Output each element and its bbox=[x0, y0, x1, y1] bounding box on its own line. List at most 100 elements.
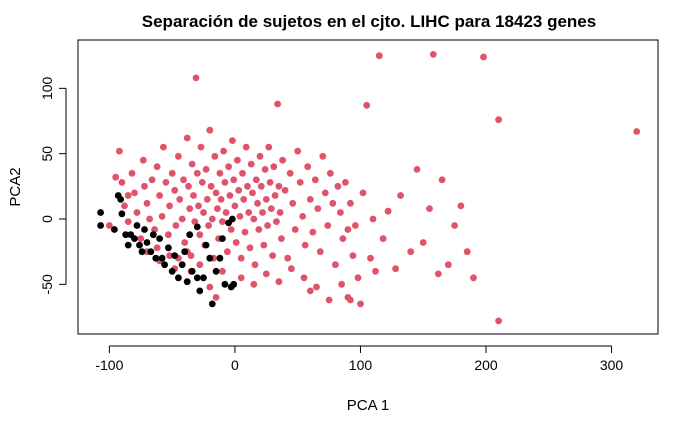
data-point bbox=[171, 186, 179, 194]
data-point bbox=[137, 235, 145, 243]
data-point bbox=[158, 213, 166, 220]
data-point bbox=[267, 205, 275, 213]
data-point bbox=[296, 179, 304, 186]
data-point bbox=[165, 231, 172, 239]
data-point bbox=[334, 182, 342, 190]
data-point bbox=[470, 274, 477, 282]
data-point bbox=[188, 160, 196, 168]
x-tick-label: 200 bbox=[474, 357, 498, 373]
data-point bbox=[332, 261, 339, 269]
data-point bbox=[324, 222, 332, 229]
data-point bbox=[166, 202, 174, 210]
x-tick-label: 0 bbox=[231, 357, 239, 373]
data-point bbox=[495, 116, 502, 124]
data-point bbox=[200, 209, 207, 216]
data-point bbox=[245, 209, 253, 216]
data-point bbox=[116, 147, 123, 155]
data-point bbox=[128, 169, 136, 177]
data-point bbox=[232, 239, 240, 246]
data-point bbox=[329, 199, 337, 207]
data-point bbox=[344, 226, 352, 233]
data-point bbox=[143, 239, 151, 246]
data-point bbox=[206, 254, 214, 262]
data-point bbox=[152, 254, 160, 262]
data-point bbox=[196, 231, 204, 239]
data-point bbox=[212, 189, 220, 197]
points-layer bbox=[97, 51, 641, 325]
data-point bbox=[325, 296, 333, 304]
data-point bbox=[237, 254, 245, 262]
data-point bbox=[205, 222, 213, 229]
data-point bbox=[321, 189, 329, 197]
x-tick-label: -100 bbox=[95, 357, 123, 373]
data-point bbox=[214, 205, 221, 213]
data-point bbox=[273, 218, 280, 226]
x-tick-label: 300 bbox=[600, 357, 624, 373]
data-point bbox=[375, 52, 383, 60]
data-point bbox=[264, 222, 271, 229]
data-point bbox=[106, 222, 113, 229]
data-point bbox=[239, 169, 246, 177]
data-point bbox=[419, 239, 427, 246]
data-point bbox=[314, 205, 322, 213]
data-point bbox=[212, 267, 220, 275]
data-point bbox=[180, 176, 187, 184]
data-point bbox=[379, 235, 387, 243]
data-point bbox=[175, 274, 182, 282]
data-point bbox=[219, 267, 226, 275]
data-point bbox=[112, 173, 120, 181]
data-point bbox=[338, 280, 345, 288]
data-point bbox=[384, 207, 392, 215]
data-point bbox=[279, 156, 286, 164]
data-point bbox=[250, 280, 258, 288]
data-point bbox=[229, 215, 236, 223]
data-point bbox=[347, 296, 354, 304]
data-point bbox=[234, 156, 241, 164]
data-point bbox=[463, 248, 471, 256]
data-point bbox=[242, 143, 250, 151]
data-point bbox=[222, 209, 230, 216]
data-point bbox=[289, 199, 297, 207]
data-point bbox=[216, 254, 224, 262]
data-point bbox=[357, 300, 364, 308]
data-point bbox=[220, 147, 228, 155]
data-point bbox=[266, 179, 274, 186]
y-axis: -50 0 50 100 bbox=[39, 76, 67, 294]
data-point bbox=[160, 143, 167, 151]
data-point bbox=[178, 215, 186, 223]
x-axis-label: PCA 1 bbox=[347, 397, 390, 414]
data-point bbox=[124, 192, 132, 199]
data-point bbox=[171, 252, 179, 259]
data-point bbox=[97, 209, 104, 216]
data-point bbox=[139, 156, 147, 164]
data-point bbox=[161, 261, 169, 269]
data-point bbox=[413, 166, 421, 173]
data-point bbox=[367, 254, 374, 262]
data-point bbox=[206, 283, 214, 291]
data-point bbox=[352, 222, 359, 229]
data-point bbox=[151, 226, 159, 233]
data-point bbox=[131, 189, 138, 197]
data-point bbox=[270, 163, 278, 171]
data-point bbox=[294, 147, 302, 155]
data-point bbox=[149, 231, 157, 239]
data-point bbox=[451, 222, 458, 229]
data-point bbox=[261, 166, 269, 173]
data-point bbox=[275, 182, 283, 190]
data-point bbox=[349, 252, 357, 259]
data-point bbox=[259, 209, 266, 216]
data-point bbox=[158, 254, 166, 262]
data-point bbox=[181, 248, 189, 256]
data-point bbox=[97, 222, 104, 229]
data-point bbox=[217, 196, 225, 203]
data-point bbox=[168, 267, 176, 275]
y-tick-label: 100 bbox=[39, 76, 55, 100]
data-point bbox=[183, 134, 191, 142]
data-point bbox=[342, 179, 349, 186]
data-point bbox=[265, 143, 273, 151]
data-point bbox=[156, 235, 164, 243]
data-point bbox=[434, 270, 442, 278]
data-point bbox=[392, 265, 399, 273]
data-point bbox=[257, 182, 265, 190]
